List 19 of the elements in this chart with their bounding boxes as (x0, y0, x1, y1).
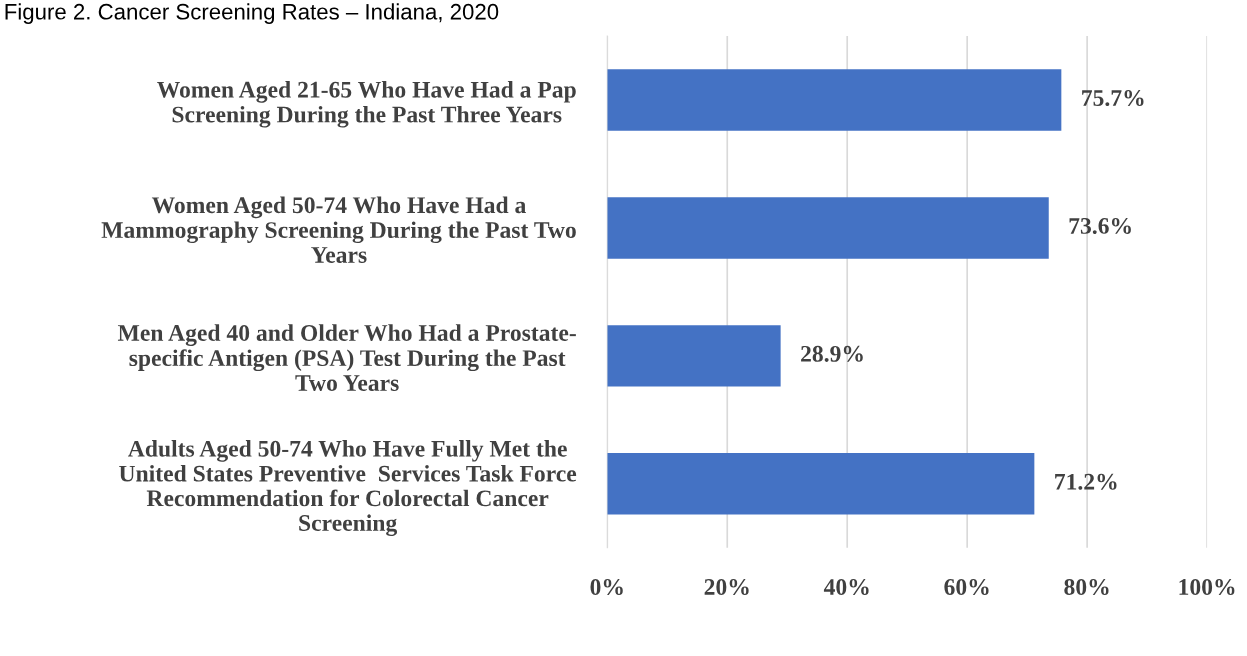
bar (607, 325, 781, 387)
y-tick-label: Men Aged 40 and Older Who Had a Prostate- specific Antigen (PSA) Test During the Past Two Years (117, 324, 576, 391)
x-tick-label: 0% (590, 579, 623, 596)
x-tick-label: 100% (1179, 579, 1235, 596)
bar (607, 69, 1062, 131)
data-label: 73.6% (1069, 217, 1131, 234)
data-label: 75.7% (1082, 90, 1144, 107)
x-tick-label: 80% (1064, 579, 1109, 596)
x-tick-label: 40% (823, 579, 869, 596)
y-tick-label: Women Aged 21-65 Who Have Had a Pap Screening During the Past Three Years (157, 81, 576, 128)
y-tick-label: Women Aged 50-74 Who Have Had a Mammography Screening During the Past Two Years (101, 196, 576, 263)
y-tick-label: Adults Aged 50-74 Who Have Fully Met the United States Preventive Services Task Force Recommendation for Colorectal Cancer Screening (119, 440, 577, 536)
bar (607, 197, 1049, 259)
bar (607, 453, 1035, 515)
x-tick-label: 20% (704, 579, 749, 596)
data-label: 28.9% (801, 345, 863, 362)
text: Figure 2. Cancer Screening Rates – Indiana, 2020 (5, 3, 499, 24)
x-tick-label: 60% (944, 579, 989, 596)
data-label: 71.2% (1055, 473, 1117, 490)
